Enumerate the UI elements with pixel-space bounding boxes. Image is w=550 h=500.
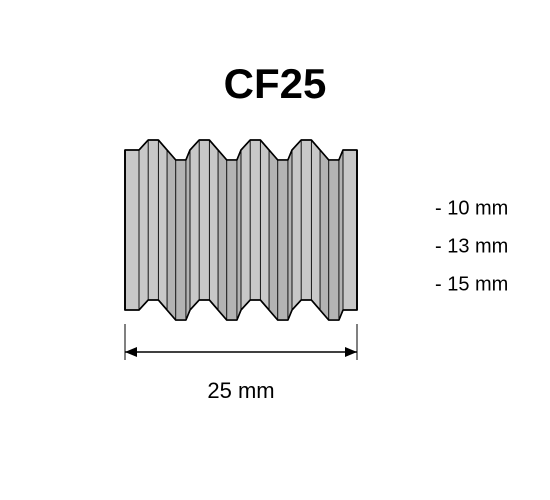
- height-option-0: - 10 mm: [435, 198, 508, 221]
- height-option-2: - 15 mm: [435, 274, 508, 297]
- height-option-1: - 13 mm: [435, 236, 508, 259]
- width-dimension-label: 25 mm: [207, 378, 274, 404]
